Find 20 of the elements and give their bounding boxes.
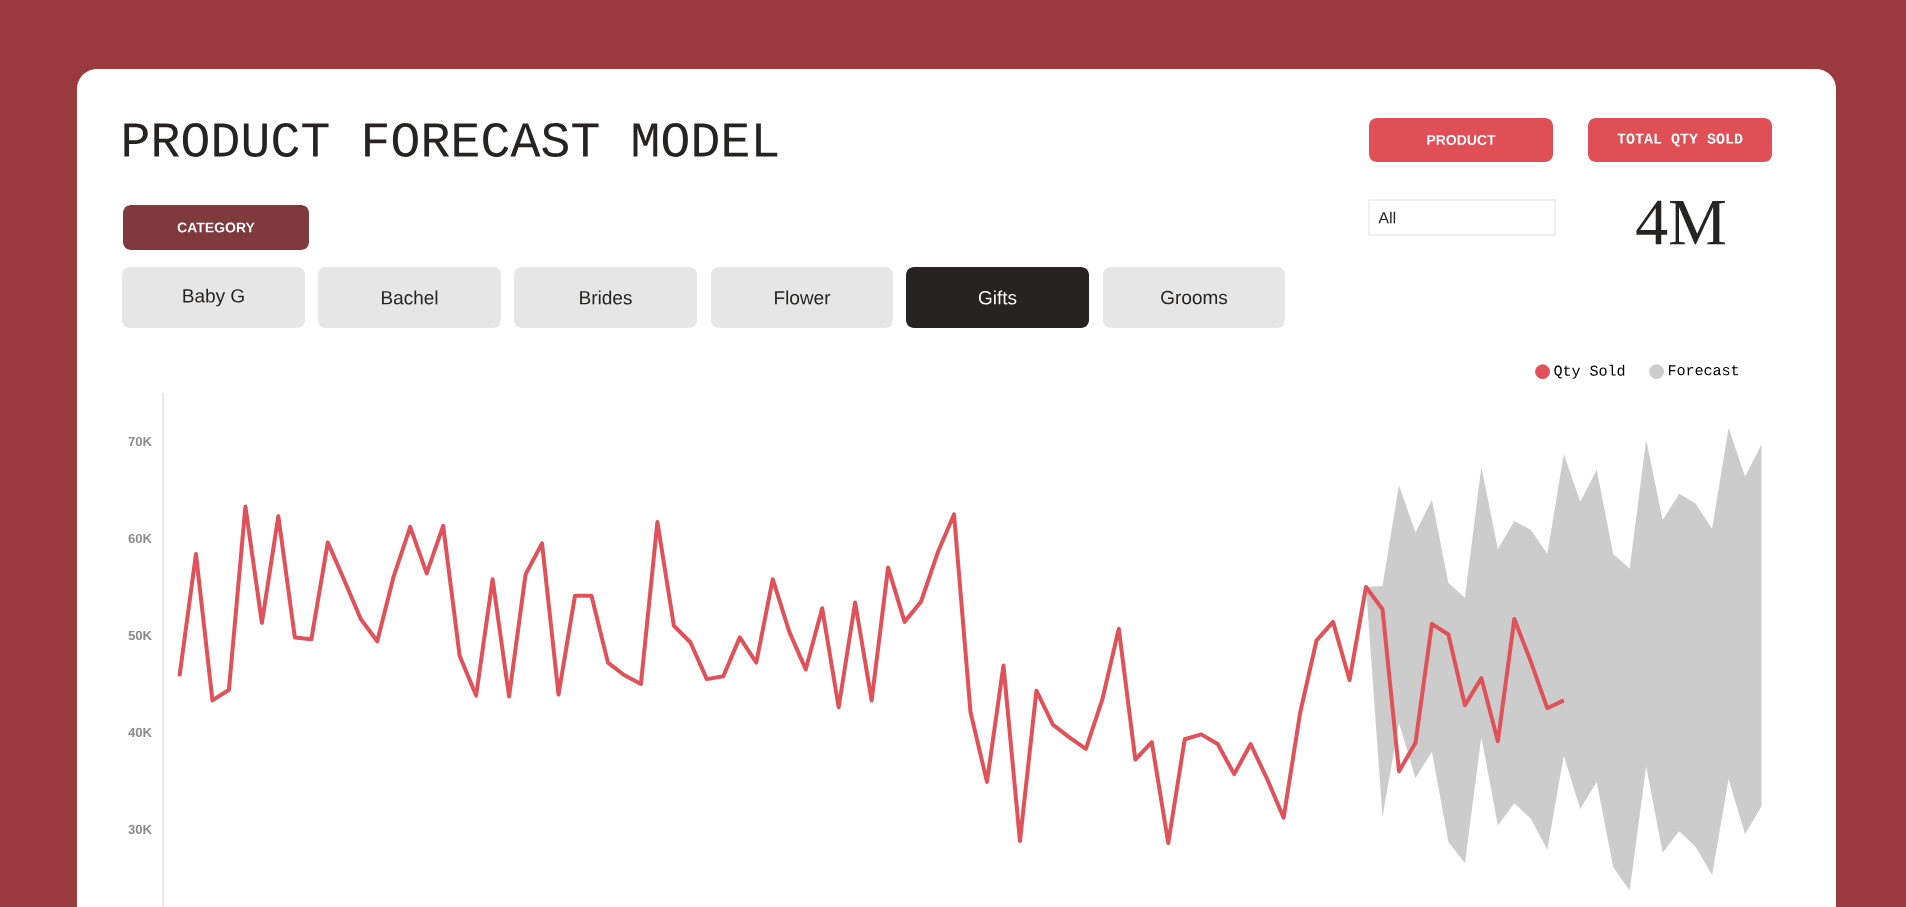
text: Baby G <box>183 288 244 307</box>
text: CATEGORY <box>177 222 255 233</box>
legend-label: Qty Sold <box>1554 364 1625 379</box>
text: Brides <box>580 290 632 305</box>
y-tick-label: 40K <box>128 727 152 738</box>
y-tick-label: 50K <box>128 630 152 641</box>
text: Flower <box>775 290 831 305</box>
y-tick-label: 60K <box>128 533 152 544</box>
text: All <box>1378 211 1396 224</box>
line-series <box>177 504 1566 845</box>
text: Grooms <box>1161 290 1228 305</box>
legend-label: Forecast <box>1669 365 1739 376</box>
chart-title: PRODUCT FORECAST MODEL <box>124 123 778 157</box>
text: TOTAL QTY SOLD <box>1617 133 1743 147</box>
text: Bachel <box>382 290 438 305</box>
text: Gifts <box>978 290 1017 305</box>
text: 4M <box>1636 200 1725 245</box>
text: PRODUCT <box>1427 135 1496 145</box>
y-tick-label: 70K <box>128 436 152 447</box>
y-tick-label: 30K <box>128 824 152 835</box>
